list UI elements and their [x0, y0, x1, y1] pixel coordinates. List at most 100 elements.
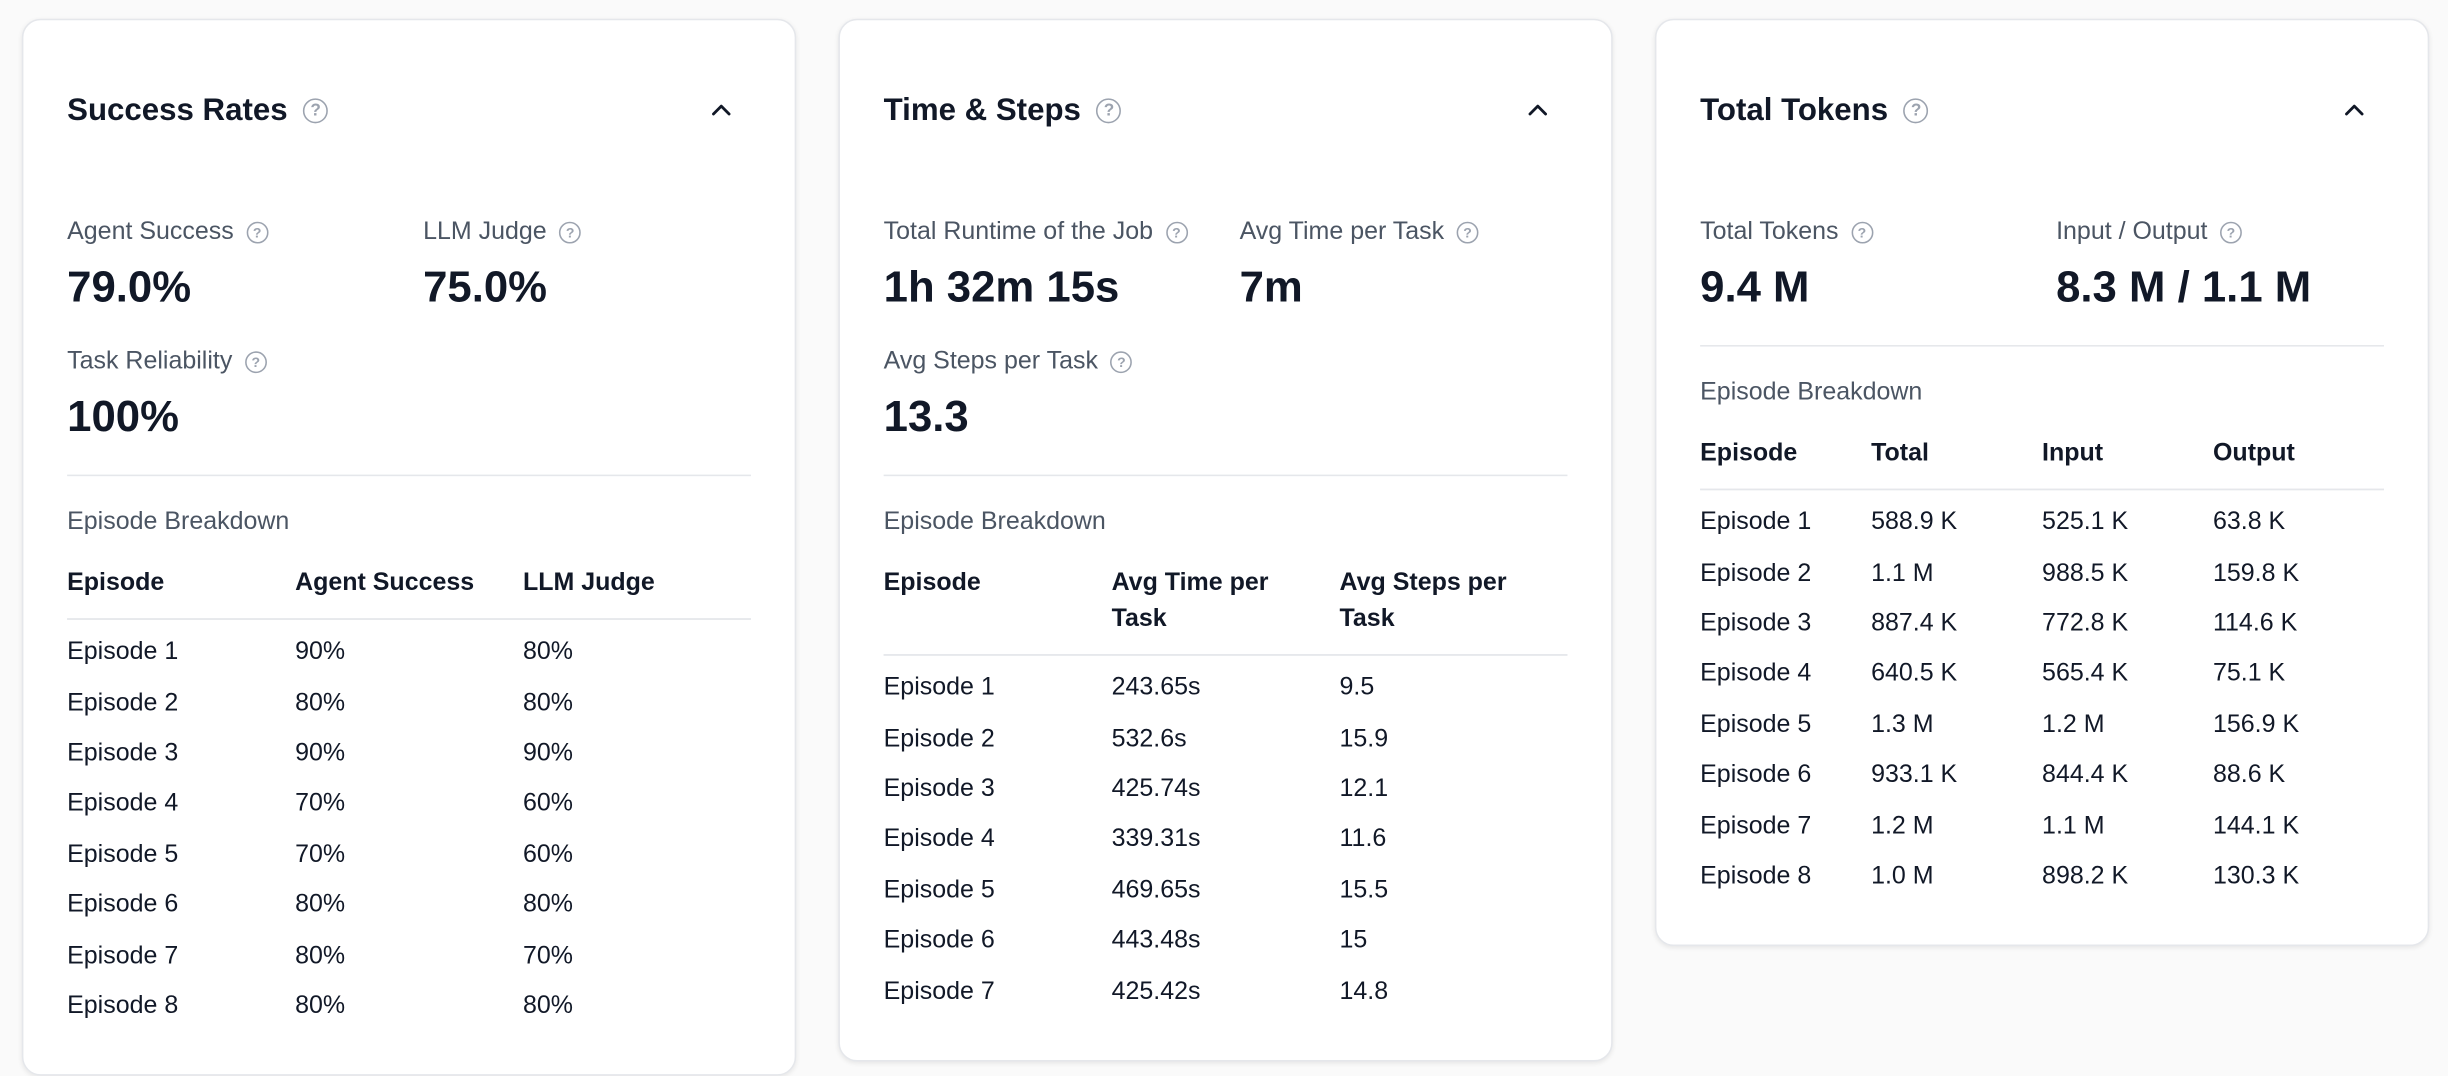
card-title: Success Rates	[67, 92, 288, 128]
metric-label-text: Total Tokens	[1700, 218, 1839, 246]
table-cell: Episode 8	[1700, 863, 1812, 890]
table-cell: 80%	[523, 638, 574, 666]
breakdown-title: Episode Breakdown	[67, 508, 290, 536]
metric-label-text: Avg Time per Task	[1239, 218, 1445, 246]
table-cell: Episode 4	[67, 790, 179, 818]
help-icon: ?	[246, 221, 269, 244]
metric-label: LLM Judge?	[423, 217, 751, 248]
table-cell: 63.8 K	[2213, 509, 2286, 536]
column-header: Avg Time per Task	[1111, 565, 1340, 656]
help-icon: ?	[1096, 98, 1122, 124]
table-cell: Episode 6	[1700, 762, 1812, 789]
table-cell: 70%	[523, 942, 574, 969]
metric: LLM Judge? 75.0%	[423, 217, 751, 314]
table-head: Episode Total Input Output	[1700, 435, 2384, 491]
metric: Avg Steps per Task? 13.3	[884, 347, 1240, 444]
table-cell: 772.8 K	[2042, 610, 2129, 637]
breakdown-table: Episode Agent Success LLM Judge Episode 1 90…	[67, 565, 751, 1032]
metric-label: Task Reliability?	[67, 347, 423, 378]
table-cell: Episode 2	[1700, 559, 1812, 587]
table-cell: 565.4 K	[2042, 660, 2129, 688]
divider	[1700, 345, 2384, 347]
table-row: Episode 1 588.9 K 525.1 K 63.8 K	[1700, 489, 2384, 548]
collapse-button[interactable]	[1527, 97, 1549, 125]
metric-value: 1h 32m 15s	[883, 262, 1120, 311]
table-cell: Episode 3	[67, 739, 179, 767]
metric: Task Reliability? 100%	[67, 347, 423, 444]
metric-label: Avg Time per Task?	[1240, 217, 1568, 248]
table-row: Episode 8 80% 80%	[67, 982, 751, 1033]
collapse-button[interactable]	[710, 97, 732, 125]
table-cell: 70%	[295, 841, 346, 868]
table-cell: 1.2 M	[1871, 812, 1934, 840]
metric-value: 75.0%	[423, 262, 548, 311]
metric: Avg Time per Task? 7m	[1240, 217, 1568, 314]
help-icon: ?	[559, 221, 582, 244]
table-row: Episode 5 469.65s 15.5	[884, 866, 1568, 917]
metric-label: Avg Steps per Task?	[884, 347, 1240, 378]
card: Success Rates? Agent Success? 79.0% LLM Jud…	[21, 18, 797, 1076]
column-header: Avg Steps per Task	[1339, 565, 1568, 656]
table-cell: 425.42s	[1111, 978, 1201, 1005]
table-cell: Episode 4	[1700, 660, 1812, 688]
table-row: Episode 7 1.2 M 1.1 M 144.1 K	[1700, 801, 2384, 852]
breakdown-title: Episode Breakdown	[883, 508, 1106, 536]
card-title: Time & Steps	[883, 92, 1081, 128]
table-row: Episode 6 443.48s 15	[884, 916, 1568, 967]
table-cell: 887.4 K	[1871, 610, 1958, 637]
table-row: Episode 1 90% 80%	[67, 619, 751, 678]
metrics: Total Runtime of the Job? 1h 32m 15s Avg T…	[884, 217, 1568, 443]
metric-value: 9.4 M	[1700, 262, 1810, 311]
column-header: Episode	[1700, 435, 1872, 491]
breakdown-table: Episode Total Input Output Episode 1 588.9 K 5…	[1700, 435, 2384, 903]
table-cell: 339.31s	[1111, 826, 1201, 853]
table-row: Episode 4 640.5 K 565.4 K 75.1 K	[1700, 650, 2384, 701]
breakdown-title: Episode Breakdown	[1700, 379, 1923, 406]
card: Time & Steps? Total Runtime of the Job? 1h…	[838, 18, 1613, 1062]
header-row: Episode Agent Success LLM Judge	[67, 565, 751, 620]
table-cell: 1.1 M	[1871, 559, 1934, 587]
table-cell: 933.1 K	[1871, 762, 1958, 789]
table-cell: Episode 6	[67, 891, 179, 919]
metric-label-text: Input / Output	[2056, 218, 2208, 246]
table-cell: 14.8	[1339, 978, 1389, 1005]
collapse-button[interactable]	[2343, 97, 2365, 125]
table-row: Episode 3 90% 90%	[67, 729, 751, 780]
table-cell: 443.48s	[1111, 927, 1201, 955]
card-title: Total Tokens	[1700, 92, 1889, 128]
table-row: Episode 6 933.1 K 844.4 K 88.6 K	[1700, 751, 2384, 802]
table-cell: 532.6s	[1111, 725, 1187, 752]
column-header: Episode	[67, 565, 296, 620]
table-cell: 11.6	[1339, 826, 1387, 853]
table-cell: 88.6 K	[2213, 762, 2286, 789]
table-row: Episode 5 70% 60%	[67, 830, 751, 881]
card-header: Success Rates?	[67, 76, 751, 145]
table-cell: Episode 7	[883, 978, 995, 1005]
table-cell: 588.9 K	[1871, 509, 1958, 536]
divider	[67, 474, 751, 477]
table-row: Episode 6 80% 80%	[67, 880, 751, 931]
column-header: Total	[1871, 435, 2043, 491]
metrics: Agent Success? 79.0% LLM Judge? 75.0% Task R…	[67, 217, 751, 443]
metric-label: Total Tokens?	[1700, 217, 2056, 248]
column-header: Episode	[883, 565, 1112, 656]
table-cell: Episode 4	[883, 826, 995, 853]
table-head: Episode Avg Time per Task Avg Steps per Ta…	[883, 565, 1568, 656]
table-cell: 640.5 K	[1871, 660, 1958, 688]
table-cell: 525.1 K	[2042, 509, 2129, 536]
card-header: Total Tokens?	[1700, 76, 2384, 145]
table-cell: 469.65s	[1111, 877, 1201, 904]
table-cell: 159.8 K	[2213, 559, 2300, 587]
table-cell: 130.3 K	[2213, 863, 2300, 890]
table-cell: Episode 1	[883, 674, 995, 702]
table-row: Episode 5 1.3 M 1.2 M 156.9 K	[1700, 700, 2384, 751]
table-cell: 90%	[295, 739, 346, 767]
metric-label-text: LLM Judge	[423, 218, 547, 246]
table-cell: 80%	[523, 689, 574, 716]
table-body: Episode 1 90% 80% Episode 2 80% 80% Episode 3 9…	[67, 619, 751, 1032]
help-icon: ?	[303, 98, 329, 124]
table-head: Episode Agent Success LLM Judge	[67, 565, 751, 620]
help-icon: ?	[1456, 221, 1479, 244]
table-cell: 80%	[523, 992, 574, 1020]
